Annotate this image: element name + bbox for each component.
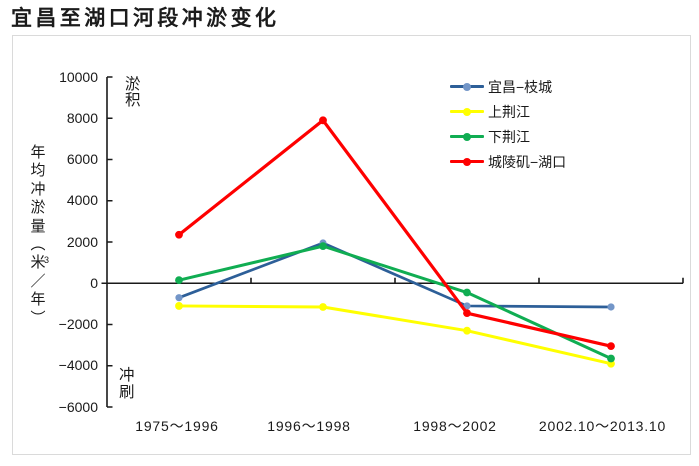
legend-item: 城陵矶−湖口 [450, 149, 566, 174]
chart-frame [12, 35, 691, 455]
x-axis-zero-line [101, 277, 684, 285]
y-axis-line [106, 76, 113, 408]
y-tick-label: 2000 [66, 233, 98, 250]
series-point-宜昌−枝城 [607, 303, 615, 311]
series-point-上荆江 [463, 326, 471, 335]
series-point-城陵矶−湖口 [463, 309, 471, 318]
x-category-label: 1998～2002 [413, 418, 497, 434]
y-axis-title-char: ︵ [30, 235, 46, 253]
y-axis-title-char: 均 [30, 162, 46, 180]
y-tick-label: 8000 [66, 109, 98, 126]
y-tick-label: −4000 [58, 357, 98, 374]
deposition-annotation: 淤积 [125, 75, 141, 110]
series-point-城陵矶−湖口 [319, 116, 327, 125]
legend-marker-icon [450, 82, 484, 91]
y-tick-label: 6000 [66, 151, 98, 167]
x-category-label: 1975～1996 [135, 418, 219, 434]
y-tick-label: 4000 [66, 192, 98, 209]
series-point-下荆江 [463, 288, 471, 297]
x-category-label: 2002.10～2013.10 [538, 418, 667, 434]
y-tick-label: −2000 [58, 316, 98, 332]
x-category-label: 1996～1998 [267, 418, 351, 434]
legend-marker-icon [450, 132, 484, 141]
legend-label: 宜昌−枝城 [488, 78, 553, 95]
series-point-宜昌−枝城 [463, 302, 471, 310]
series-point-城陵矶−湖口 [175, 230, 183, 239]
y-axis-title-char: 冲 [30, 180, 46, 198]
y-tick-label: −6000 [58, 398, 98, 415]
erosion-annotation: 冲刷 [119, 367, 135, 401]
series-point-下荆江 [175, 276, 183, 285]
legend-item: 下荆江 [450, 124, 566, 149]
legend-marker-icon [450, 157, 484, 166]
series-point-下荆江 [607, 354, 615, 363]
y-axis-title-char: 量 [30, 217, 46, 235]
series-line-下荆江 [178, 244, 612, 360]
y-axis-title: 年均冲淤量 ︵ 米 3 ／年 ︶ [29, 144, 50, 328]
y-tick-label: 0 [90, 274, 98, 291]
series-line-城陵矶−湖口 [178, 118, 612, 348]
legend-label: 上荆江 [488, 103, 530, 120]
legend-label: 城陵矶−湖口 [488, 153, 567, 170]
series-point-上荆江 [175, 302, 183, 310]
legend-item: 上荆江 [450, 99, 566, 124]
series-point-宜昌−枝城 [175, 294, 183, 302]
y-axis-title-char: 淤 [30, 199, 46, 217]
y-axis-title-char: 年 [30, 144, 46, 161]
y-axis-title-char: ︶ [30, 309, 46, 327]
chart-title: 宜昌至湖口河段冲淤变化 [11, 6, 280, 30]
y-axis-title-char: 年 [30, 291, 46, 309]
series-point-下荆江 [319, 242, 327, 251]
y-axis-title-superscript: 3 [44, 255, 50, 266]
legend-marker-icon [450, 107, 484, 116]
y-tick-label: 10000 [59, 68, 98, 85]
legend-label: 下荆江 [488, 128, 530, 145]
series-line-宜昌−枝城 [178, 241, 612, 309]
series-point-上荆江 [319, 303, 327, 311]
legend-item: 宜昌−枝城 [450, 74, 566, 99]
y-axis-title-char: ／ [30, 272, 46, 290]
series-point-城陵矶−湖口 [607, 342, 615, 351]
series-line-上荆江 [178, 304, 612, 366]
y-axis-title-char: 米 [30, 254, 46, 272]
legend: 宜昌−枝城上荆江下荆江城陵矶−湖口 [450, 74, 566, 174]
